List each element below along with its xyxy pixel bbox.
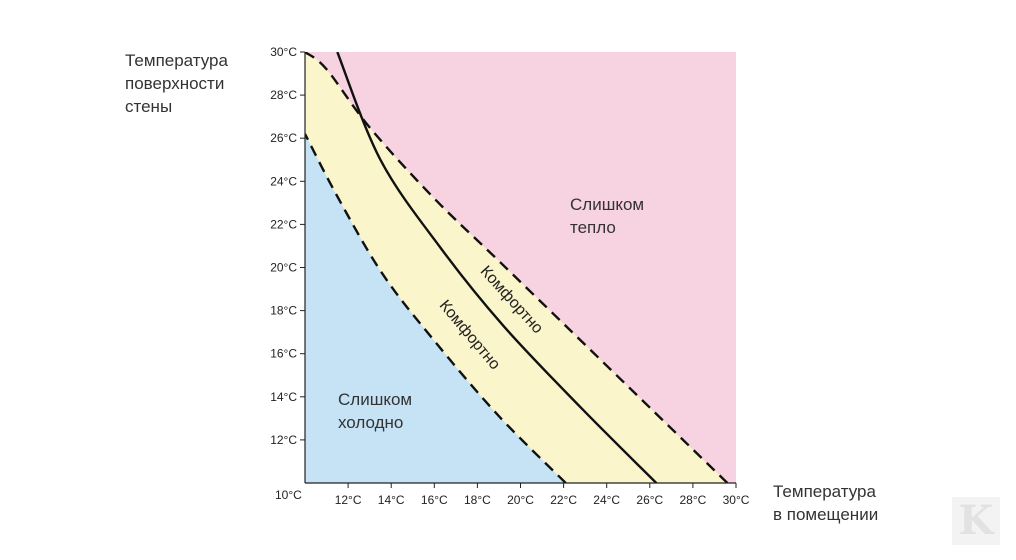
y-axis-title-line-1: Температура <box>125 51 228 70</box>
lower-dashed-curve <box>305 133 567 483</box>
y-ticks: 12°C 14°C 16°C 18°C 20°C 22°C 24°C 26°C 28°C 30°C <box>270 45 305 447</box>
x-ticks: 12°C 14°C 16°C 18°C 20°C 22°C 24°C 26°C 28°C 30°C <box>335 483 750 507</box>
y-tick-label: 26°C <box>270 131 297 145</box>
too-warm-label-line-2: тепло <box>570 218 616 237</box>
y-axis-title-line-2: поверхности <box>125 74 225 93</box>
upper-dashed-curve <box>305 52 729 483</box>
x-tick-label: 16°C <box>421 493 448 507</box>
zone-bands <box>305 52 729 483</box>
y-tick-label: 12°C <box>270 433 297 447</box>
origin-label: 10°C <box>275 488 302 502</box>
y-tick-label: 18°C <box>270 304 297 318</box>
y-tick-label: 16°C <box>270 347 297 361</box>
too-warm-label: Слишком тепло <box>570 195 649 237</box>
x-tick-label: 28°C <box>679 493 706 507</box>
y-tick-label: 24°C <box>270 174 297 188</box>
y-tick-label: 30°C <box>270 45 297 59</box>
comfort-curves <box>305 52 729 483</box>
x-tick-label: 30°C <box>723 493 750 507</box>
x-tick-label: 24°C <box>593 493 620 507</box>
x-tick-label: 12°C <box>335 493 362 507</box>
x-tick-label: 18°C <box>464 493 491 507</box>
x-axis-title-line-1: Температура <box>773 482 876 501</box>
y-tick-label: 20°C <box>270 261 297 275</box>
y-axis-title-line-3: стены <box>125 97 173 116</box>
too-cold-label-line-2: холодно <box>338 413 403 432</box>
x-tick-label: 14°C <box>378 493 405 507</box>
x-tick-label: 26°C <box>636 493 663 507</box>
x-axis-title-line-2: в помещении <box>773 505 879 524</box>
too-cold-zone <box>305 133 566 483</box>
y-axis-title: Температура поверхности стены <box>125 49 228 118</box>
y-tick-label: 22°C <box>270 217 297 231</box>
x-tick-label: 22°C <box>550 493 577 507</box>
watermark-logo: K <box>952 497 1000 545</box>
y-tick-label: 14°C <box>270 390 297 404</box>
comfort-curve <box>336 52 658 483</box>
too-warm-label-line-1: Слишком <box>570 195 644 214</box>
x-tick-label: 20°C <box>507 493 534 507</box>
y-tick-label: 28°C <box>270 88 297 102</box>
too-cold-label-line-1: Слишком <box>338 390 412 409</box>
too-cold-label: Слишком холодно <box>338 390 417 432</box>
x-axis-title: Температура в помещении <box>773 480 878 526</box>
